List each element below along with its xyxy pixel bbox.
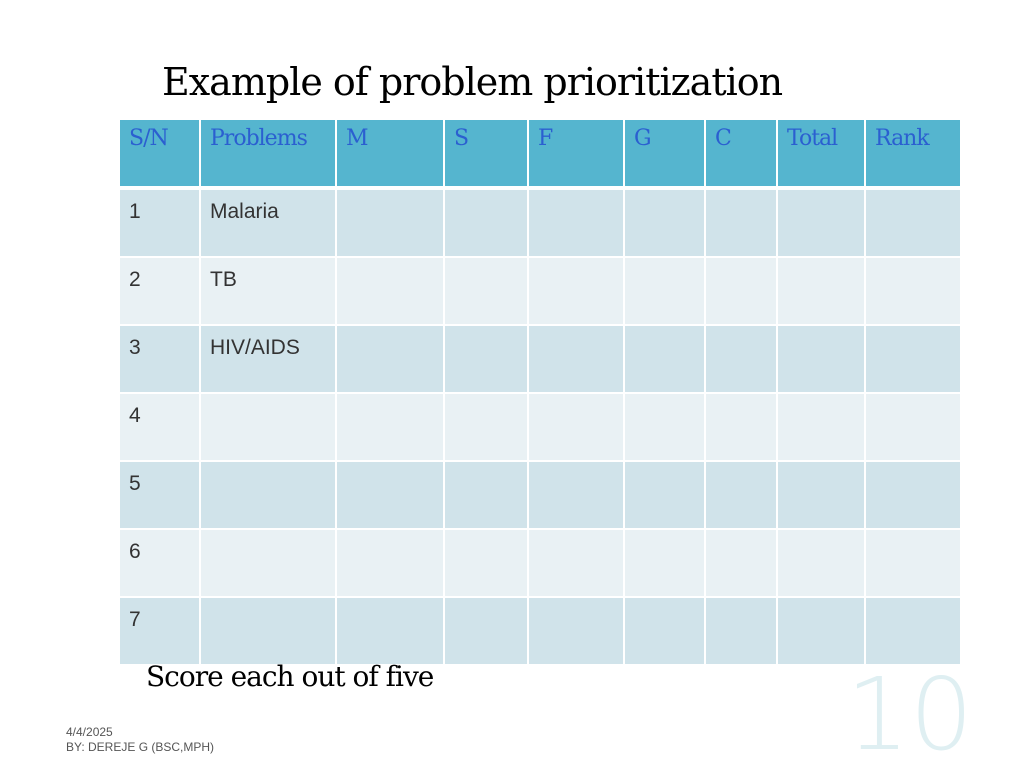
table-cell: [529, 190, 625, 258]
table-cell: [625, 598, 706, 666]
table-cell: [445, 394, 529, 462]
table-row: 3 HIV/AIDS: [120, 326, 960, 394]
scoring-note: Score each out of five: [146, 660, 434, 693]
table-row: 2 TB: [120, 258, 960, 326]
table-cell: [866, 530, 960, 598]
table-row: 5: [120, 462, 960, 530]
table-cell: [625, 190, 706, 258]
table-body: 1 Malaria 2 TB 3 HIV/AIDS 4 5 6 7: [120, 190, 960, 666]
table-cell: [445, 190, 529, 258]
table-cell: [625, 326, 706, 394]
table-cell: [625, 530, 706, 598]
table-cell: [706, 326, 778, 394]
table-cell: [337, 326, 445, 394]
slide-number: 10: [846, 656, 974, 773]
table-cell: 1: [120, 190, 201, 258]
table-cell: [201, 530, 337, 598]
table-cell: [866, 598, 960, 666]
table-cell: [337, 462, 445, 530]
table-cell: [529, 598, 625, 666]
header-total: Total: [778, 120, 866, 190]
table-cell: [778, 394, 866, 462]
table-cell: [337, 190, 445, 258]
table-cell: [625, 394, 706, 462]
table-cell: [778, 190, 866, 258]
prioritization-table: S/N Problems M S F G C Total Rank 1 Malar…: [120, 120, 960, 666]
table-cell: [445, 462, 529, 530]
table-cell: [529, 462, 625, 530]
table-cell: [201, 394, 337, 462]
header-sn: S/N: [120, 120, 201, 190]
table-cell: [445, 598, 529, 666]
header-c: C: [706, 120, 778, 190]
table-cell: [529, 530, 625, 598]
header-rank: Rank: [866, 120, 960, 190]
table-cell: [866, 190, 960, 258]
table-cell: [706, 530, 778, 598]
table-row: 4: [120, 394, 960, 462]
header-m: M: [337, 120, 445, 190]
table-cell: [529, 258, 625, 326]
slide-title: Example of problem prioritization: [162, 60, 783, 104]
table-cell: [529, 326, 625, 394]
table-cell: [445, 326, 529, 394]
table-cell: [445, 258, 529, 326]
table-cell: [706, 190, 778, 258]
header-g: G: [625, 120, 706, 190]
table-cell: [337, 598, 445, 666]
table-cell: [778, 462, 866, 530]
table-cell: [866, 258, 960, 326]
table-cell: [201, 598, 337, 666]
table-cell: [778, 326, 866, 394]
table-cell: TB: [201, 258, 337, 326]
table-cell: [337, 394, 445, 462]
table-cell: [778, 598, 866, 666]
footer-author: BY: DEREJE G (BSC,MPH): [66, 740, 215, 754]
table-cell: [337, 530, 445, 598]
table-cell: Malaria: [201, 190, 337, 258]
table-cell: [706, 598, 778, 666]
table-cell: HIV/AIDS: [201, 326, 337, 394]
header-f: F: [529, 120, 625, 190]
table-cell: [625, 462, 706, 530]
table-cell: [866, 394, 960, 462]
table-header-row: S/N Problems M S F G C Total Rank: [120, 120, 960, 190]
table-cell: [866, 462, 960, 530]
table-cell: 4: [120, 394, 201, 462]
table-cell: [706, 258, 778, 326]
table-cell: [529, 394, 625, 462]
table-cell: 7: [120, 598, 201, 666]
table-cell: [706, 462, 778, 530]
table-cell: 6: [120, 530, 201, 598]
table-cell: [866, 326, 960, 394]
header-problems: Problems: [201, 120, 337, 190]
table-cell: [778, 258, 866, 326]
table-row: 7: [120, 598, 960, 666]
table-cell: [445, 530, 529, 598]
table-cell: [706, 394, 778, 462]
table-cell: [625, 258, 706, 326]
table-cell: [201, 462, 337, 530]
table-cell: [337, 258, 445, 326]
table-row: 1 Malaria: [120, 190, 960, 258]
table-cell: 5: [120, 462, 201, 530]
table-row: 6: [120, 530, 960, 598]
table-cell: 3: [120, 326, 201, 394]
footer-date: 4/4/2025: [66, 725, 113, 739]
table-cell: 2: [120, 258, 201, 326]
header-s: S: [445, 120, 529, 190]
table-cell: [778, 530, 866, 598]
